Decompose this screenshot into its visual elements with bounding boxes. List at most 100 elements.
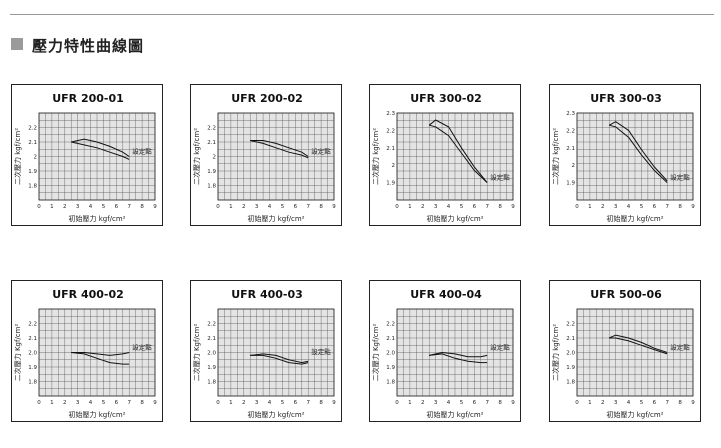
y-tick-label: 2.2 (207, 322, 216, 328)
x-tick-label: 6 (115, 204, 119, 210)
x-tick-label: 6 (473, 400, 477, 406)
y-tick-label: 2.3 (386, 111, 395, 117)
x-axis-label: 初始壓力 kgf/cm² (426, 410, 483, 419)
y-tick-label: 1.8 (207, 184, 216, 190)
y-tick-label: 2.0 (207, 351, 216, 357)
set-point-label: 設定點 (490, 343, 510, 352)
chart-title: UFR 400-04 (410, 288, 482, 301)
y-tick-label: 1.8 (207, 380, 216, 386)
section-marker-icon (11, 38, 23, 50)
x-tick-label: 6 (473, 204, 477, 210)
x-tick-label: 0 (216, 204, 220, 210)
x-tick-label: 0 (575, 400, 579, 406)
x-tick-label: 6 (653, 204, 657, 210)
chart-svg: UFR 400-02 0 1 2 3 4 5 6 7 8 9 1.8 1.9 2.0 2.1 2.2 初始壓力 … (13, 288, 157, 419)
top-divider (10, 14, 714, 15)
series-line (429, 351, 488, 358)
x-tick-label: 2 (421, 204, 425, 210)
x-axis-label: 初始壓力 kgf/cm² (606, 214, 663, 223)
x-tick-label: 4 (89, 204, 93, 210)
y-tick-label: 2.1 (28, 336, 37, 342)
series-line (429, 124, 488, 183)
x-tick-label: 0 (395, 204, 399, 210)
x-tick-label: 2 (242, 204, 246, 210)
x-tick-label: 5 (281, 204, 285, 210)
set-point-label: 設定點 (311, 347, 331, 356)
y-tick-label: 1.9 (566, 365, 575, 371)
x-tick-label: 9 (153, 204, 157, 210)
x-tick-label: 4 (268, 400, 272, 406)
x-tick-label: 1 (50, 400, 54, 406)
x-tick-label: 9 (691, 400, 695, 406)
series-line (428, 119, 488, 183)
x-tick-label: 9 (332, 204, 336, 210)
series-line (609, 337, 668, 355)
y-axis-label: 二次壓力 kgf/cm² (371, 128, 380, 185)
series-line (250, 353, 309, 364)
y-tick-label: 1.8 (566, 380, 575, 386)
x-tick-label: 4 (447, 400, 451, 406)
chart-title: UFR 200-02 (231, 92, 303, 105)
chart-card-6: UFR 400-03 0 1 2 3 4 5 6 7 8 9 1.8 1.9 2.0 2.1 2.2 初始壓力 … (190, 280, 342, 422)
y-tick-label: 2.2 (28, 322, 37, 328)
x-tick-label: 0 (37, 400, 41, 406)
x-tick-label: 7 (127, 400, 131, 406)
x-tick-label: 2 (601, 204, 605, 210)
x-tick-label: 1 (408, 400, 412, 406)
x-axis-label: 初始壓力 kgf/cm² (68, 214, 125, 223)
set-point-label: 設定點 (311, 147, 331, 156)
y-tick-label: 1.9 (207, 169, 216, 175)
y-tick-label: 2.1 (207, 140, 216, 146)
x-tick-label: 8 (319, 400, 323, 406)
chart-svg: UFR 500-06 0 1 2 3 4 5 6 7 8 9 1.8 1.9 2.0 2.1 2.2 初始壓力 … (551, 288, 695, 419)
x-tick-label: 2 (63, 204, 67, 210)
y-tick-label: 1.8 (28, 380, 37, 386)
series-line (71, 352, 130, 365)
x-tick-label: 5 (102, 400, 106, 406)
x-tick-label: 7 (306, 204, 310, 210)
set-point-label: 設定點 (132, 147, 152, 156)
x-tick-label: 7 (306, 400, 310, 406)
x-tick-label: 8 (498, 204, 502, 210)
x-tick-label: 9 (511, 400, 515, 406)
set-point-label: 設定點 (670, 173, 690, 182)
chart-svg: UFR 400-04 0 1 2 3 4 5 6 7 8 9 1.8 1.9 2.0 2.1 2.2 初始壓力 … (371, 288, 515, 419)
x-tick-label: 3 (76, 204, 80, 210)
y-tick-label: 2.2 (386, 322, 395, 328)
y-tick-label: 2 (572, 163, 576, 169)
chart-title: UFR 200-01 (52, 92, 124, 105)
x-tick-label: 0 (395, 400, 399, 406)
x-tick-label: 2 (421, 400, 425, 406)
x-axis-label: 初始壓力 kgf/cm² (247, 214, 304, 223)
series-line (71, 138, 130, 157)
series-line (429, 353, 488, 364)
y-tick-label: 2.1 (28, 140, 37, 146)
chart-title: UFR 300-02 (410, 92, 482, 105)
y-tick-label: 2.1 (566, 146, 575, 152)
chart-title: UFR 400-02 (52, 288, 124, 301)
x-tick-label: 8 (498, 400, 502, 406)
x-tick-label: 6 (115, 400, 119, 406)
x-tick-label: 3 (76, 400, 80, 406)
x-tick-label: 5 (460, 400, 464, 406)
x-tick-label: 7 (485, 204, 489, 210)
y-tick-label: 1.9 (566, 181, 575, 187)
x-tick-label: 9 (511, 204, 515, 210)
x-tick-label: 5 (460, 204, 464, 210)
x-tick-label: 3 (255, 204, 259, 210)
y-tick-label: 2 (392, 163, 396, 169)
y-tick-label: 2.2 (386, 128, 395, 134)
y-tick-label: 2.3 (566, 111, 575, 117)
x-tick-label: 7 (665, 400, 669, 406)
y-tick-label: 1.8 (386, 380, 395, 386)
x-tick-label: 3 (255, 400, 259, 406)
x-tick-label: 0 (37, 204, 41, 210)
chart-svg: UFR 400-03 0 1 2 3 4 5 6 7 8 9 1.8 1.9 2.0 2.1 2.2 初始壓力 … (192, 288, 336, 419)
x-tick-label: 8 (140, 400, 144, 406)
x-tick-label: 4 (268, 204, 272, 210)
y-axis-label: 二次壓力 kgf/cm² (192, 128, 201, 185)
series-line (609, 124, 668, 183)
x-tick-label: 8 (319, 204, 323, 210)
chart-card-7: UFR 400-04 0 1 2 3 4 5 6 7 8 9 1.8 1.9 2.0 2.1 2.2 初始壓力 … (369, 280, 521, 422)
y-tick-label: 2.1 (386, 146, 395, 152)
